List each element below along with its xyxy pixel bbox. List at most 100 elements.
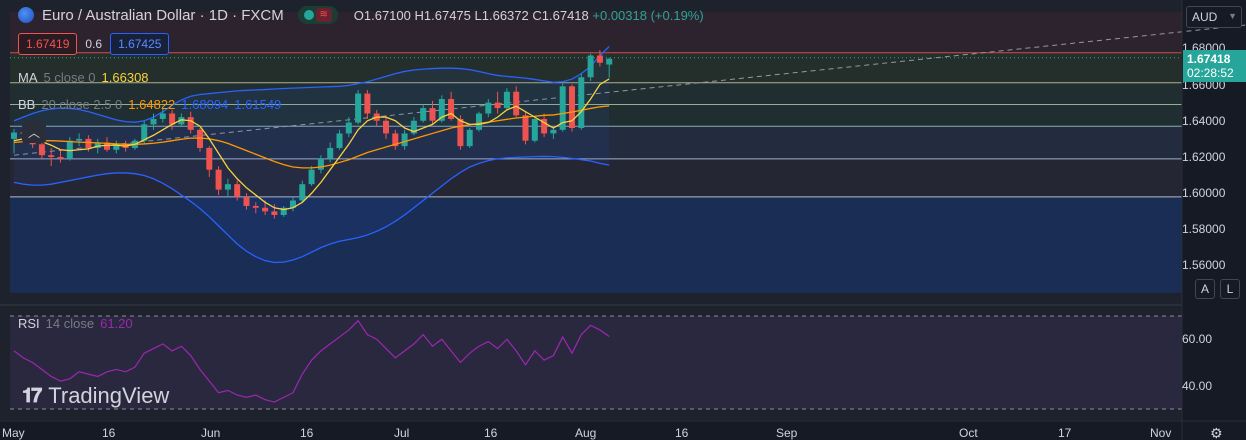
rsi-value: 61.20 bbox=[100, 316, 133, 331]
eye-icon bbox=[303, 10, 314, 20]
candle-body[interactable] bbox=[262, 207, 269, 212]
candle-body[interactable] bbox=[448, 99, 455, 119]
candle-body[interactable] bbox=[94, 142, 101, 148]
candle-body[interactable] bbox=[38, 144, 45, 156]
symbol-legend[interactable]: Euro / Australian Dollar · 1D · FXCM ≋ O… bbox=[18, 6, 704, 24]
time-axis-label: Jul bbox=[394, 426, 410, 440]
candle-body[interactable] bbox=[280, 207, 287, 215]
currency-select[interactable]: AUD ▼ bbox=[1186, 6, 1242, 28]
low-value: 1.66372 bbox=[481, 7, 529, 23]
chevron-up-icon: ︿ bbox=[27, 125, 40, 140]
candle-body[interactable] bbox=[355, 93, 362, 123]
candle-body[interactable] bbox=[150, 118, 157, 125]
candle-body[interactable] bbox=[401, 133, 408, 147]
ohlc-values: O1.67100 H1.67475 L1.66372 C1.67418 +0.0… bbox=[354, 8, 704, 23]
candle-body[interactable] bbox=[364, 93, 371, 114]
candle-body[interactable] bbox=[503, 91, 510, 109]
candle-body[interactable] bbox=[410, 120, 417, 134]
candle-body[interactable] bbox=[485, 102, 492, 114]
time-axis-label: Sep bbox=[776, 426, 798, 440]
candle-body[interactable] bbox=[466, 129, 473, 147]
candle-body[interactable] bbox=[11, 132, 17, 139]
bb-fill bbox=[14, 46, 610, 263]
candle-body[interactable] bbox=[48, 155, 55, 157]
candle-body[interactable] bbox=[587, 55, 594, 78]
candles[interactable] bbox=[11, 50, 613, 219]
log-scale-button[interactable]: L bbox=[1220, 279, 1240, 299]
candle-body[interactable] bbox=[308, 169, 315, 185]
candle-body[interactable] bbox=[531, 118, 538, 141]
candle-body[interactable] bbox=[550, 129, 557, 134]
candle-body[interactable] bbox=[57, 157, 64, 159]
candle-body[interactable] bbox=[178, 117, 185, 125]
symbol-title[interactable]: Euro / Australian Dollar · 1D · FXCM bbox=[42, 6, 284, 24]
price-axis-label: 1.56000 bbox=[1182, 258, 1226, 272]
candle-body[interactable] bbox=[578, 77, 585, 128]
candle-body[interactable] bbox=[187, 117, 194, 130]
candle-body[interactable] bbox=[336, 133, 343, 148]
candle-body[interactable] bbox=[252, 205, 259, 208]
time-axis-label: Aug bbox=[575, 426, 597, 440]
candle-body[interactable] bbox=[197, 129, 203, 148]
rsi-pane[interactable] bbox=[0, 306, 1182, 420]
candle-body[interactable] bbox=[85, 138, 92, 148]
candle-body[interactable] bbox=[420, 108, 427, 121]
sell-button[interactable]: 1.67419 bbox=[18, 33, 78, 55]
candle-body[interactable] bbox=[513, 91, 520, 116]
candle-body[interactable] bbox=[383, 120, 389, 134]
time-axis-label: 16 bbox=[484, 426, 498, 440]
ma-legend[interactable]: MA 5 close 0 1.66308 bbox=[18, 70, 149, 85]
candle-body[interactable] bbox=[438, 99, 445, 121]
change-value: +0.00318 (+0.19%) bbox=[592, 7, 704, 23]
buy-button[interactable]: 1.67425 bbox=[110, 33, 170, 55]
candle-body[interactable] bbox=[327, 147, 334, 159]
candle-body[interactable] bbox=[476, 113, 482, 130]
candle-body[interactable] bbox=[243, 196, 250, 206]
bb-name: BB bbox=[18, 97, 36, 112]
close-value: 1.67418 bbox=[541, 7, 589, 23]
candle-body[interactable] bbox=[66, 140, 73, 159]
candle-body[interactable] bbox=[215, 169, 222, 190]
candle-body[interactable] bbox=[141, 124, 148, 141]
rsi-legend[interactable]: RSI 14 close 61.20 bbox=[18, 316, 133, 331]
candle-body[interactable] bbox=[596, 55, 603, 63]
candle-body[interactable] bbox=[113, 144, 120, 150]
candle-body[interactable] bbox=[559, 86, 566, 130]
candle-body[interactable] bbox=[541, 118, 548, 134]
candle-body[interactable] bbox=[299, 184, 306, 201]
candle-body[interactable] bbox=[159, 113, 166, 119]
market-status-pill[interactable]: ≋ bbox=[297, 6, 338, 24]
candle-body[interactable] bbox=[429, 108, 436, 121]
bb-basis-line bbox=[13, 105, 610, 169]
candle-body[interactable] bbox=[104, 142, 110, 150]
rsi-axis-label: 40.00 bbox=[1182, 379, 1213, 393]
flag-icon: ≋ bbox=[315, 8, 332, 22]
gear-icon[interactable]: ⚙ bbox=[1210, 425, 1223, 440]
candle-body[interactable] bbox=[392, 133, 399, 147]
candle-body[interactable] bbox=[271, 211, 278, 215]
candle-body[interactable] bbox=[224, 184, 231, 190]
ma-name: MA bbox=[18, 70, 38, 85]
candle-body[interactable] bbox=[457, 118, 464, 147]
candle-body[interactable] bbox=[234, 184, 241, 197]
candle-body[interactable] bbox=[317, 158, 324, 170]
rsi-axis-label: 60.00 bbox=[1182, 332, 1213, 346]
candle-body[interactable] bbox=[345, 122, 352, 134]
candle-body[interactable] bbox=[522, 115, 529, 141]
auto-scale-button[interactable]: A bbox=[1195, 279, 1215, 299]
symbol-logo-icon bbox=[18, 7, 34, 23]
current-price-value: 1.67418 bbox=[1187, 52, 1231, 66]
level-band bbox=[10, 158, 1182, 197]
candle-body[interactable] bbox=[606, 58, 613, 65]
candle-body[interactable] bbox=[569, 86, 575, 128]
bb-legend[interactable]: BB 20 close 2.5 0 1.64822 1.68094 1.6154… bbox=[18, 97, 281, 112]
candle-body[interactable] bbox=[290, 200, 296, 208]
candle-body[interactable] bbox=[76, 138, 83, 141]
collapse-legend-button[interactable]: ︿ bbox=[22, 121, 46, 143]
spread-value: 0.6 bbox=[85, 37, 103, 51]
candle-body[interactable] bbox=[169, 113, 176, 125]
tradingview-watermark: 𝟏𝟕 TradingView bbox=[22, 383, 169, 409]
candle-body[interactable] bbox=[494, 102, 501, 109]
candle-body[interactable] bbox=[206, 147, 213, 170]
